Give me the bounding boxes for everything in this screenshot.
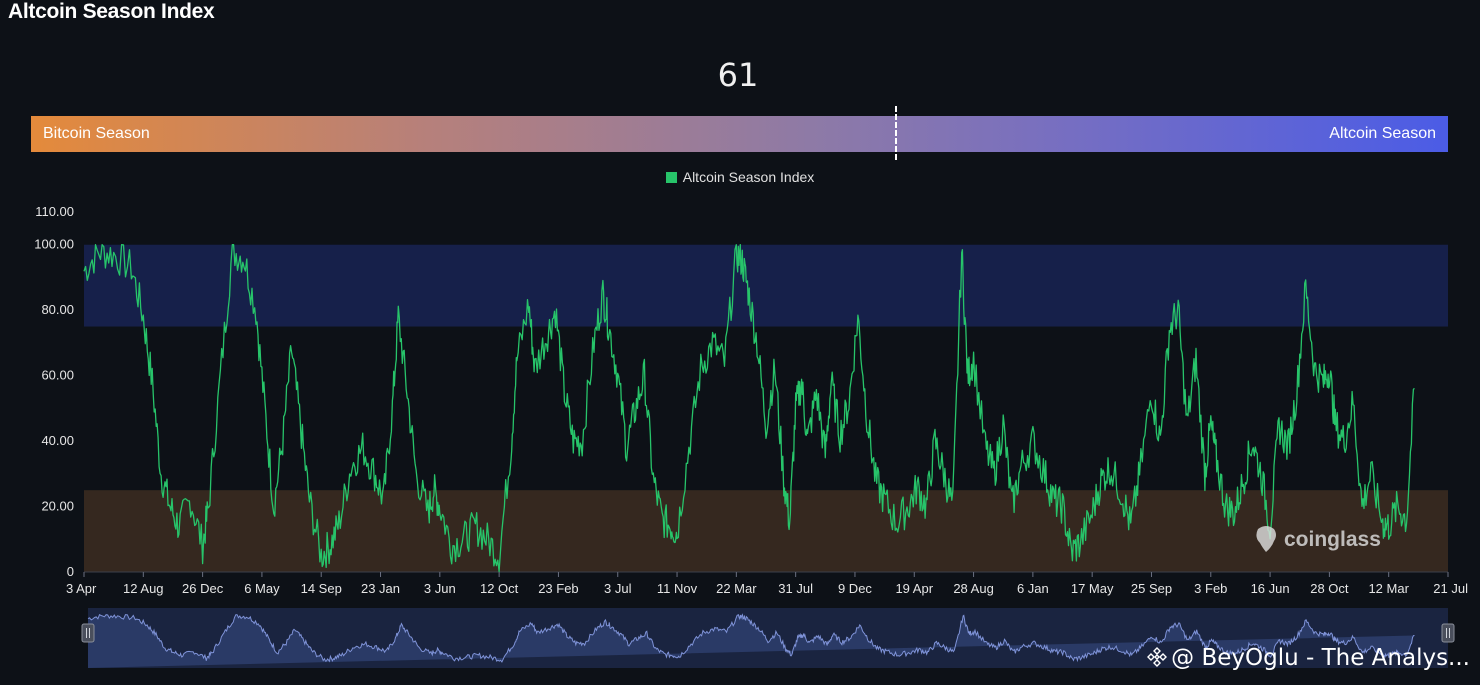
- y-tick-label: 60.00: [41, 368, 74, 383]
- coinglass-logo-icon: [1256, 526, 1276, 552]
- page-title: Altcoin Season Index: [8, 0, 215, 23]
- author-credit: @ BeyOglu - The Analys...: [1147, 645, 1470, 671]
- altcoin-season-label: Altcoin Season: [1329, 125, 1436, 142]
- y-tick-label: 0: [67, 564, 74, 579]
- y-axis: 0 20.00 40.00 60.00 80.00 100.00 110.00: [34, 204, 74, 579]
- x-tick-label: 3 Feb: [1194, 581, 1227, 596]
- x-tick-label: 12 Aug: [123, 581, 164, 596]
- x-tick-label: 3 Jun: [424, 581, 456, 596]
- legend-swatch: [665, 172, 677, 183]
- x-tick-label: 9 Dec: [838, 581, 872, 596]
- x-tick-label: 23 Feb: [538, 581, 578, 596]
- x-tick-label: 28 Oct: [1310, 581, 1349, 596]
- handle-grip: [1441, 623, 1455, 643]
- x-tick-label: 6 May: [244, 581, 280, 596]
- x-tick-label: 12 Oct: [480, 581, 519, 596]
- x-tick-label: 22 Mar: [716, 581, 757, 596]
- legend-label: Altcoin Season Index: [682, 169, 815, 185]
- x-tick-label: 21 Jul: [1433, 581, 1468, 596]
- x-axis: 3 Apr 12 Aug 26 Dec 6 May 14 Sep 23 Jan 3 Jun 1…: [66, 571, 1468, 596]
- navigator-line: [87, 613, 1415, 663]
- x-tick-label: 6 Jan: [1017, 581, 1049, 596]
- x-tick-label: 28 Aug: [953, 581, 994, 596]
- binance-icon: [1147, 645, 1168, 671]
- navigator-left-handle[interactable]: [81, 623, 95, 643]
- x-tick-label: 19 Apr: [895, 581, 933, 596]
- x-tick-label: 3 Jul: [604, 581, 632, 596]
- chart-bands: [84, 244, 1448, 572]
- band-bitcoin-season: [84, 490, 1448, 572]
- series-line-altcoin-season-index: [83, 244, 1415, 573]
- navigator[interactable]: [81, 608, 1455, 668]
- x-tick-label: 16 Jun: [1251, 581, 1290, 596]
- x-tick-label: 31 Jul: [778, 581, 813, 596]
- y-tick-label: 40.00: [41, 433, 74, 448]
- handle-grip: [81, 623, 95, 643]
- navigator-right-handle[interactable]: [1441, 623, 1455, 643]
- x-tick-label: 11 Nov: [657, 581, 698, 596]
- band-altcoin-season: [84, 244, 1448, 327]
- y-tick-label: 110.00: [35, 204, 74, 219]
- x-tick-label: 3 Apr: [66, 581, 97, 596]
- series-group: [83, 244, 1415, 573]
- coinglass-watermark: coinglass: [1254, 525, 1381, 553]
- current-index-value: 61: [717, 56, 759, 94]
- chart-legend[interactable]: Altcoin Season Index: [0, 169, 1480, 185]
- x-tick-label: 23 Jan: [361, 581, 400, 596]
- gauge-marker: [895, 106, 898, 162]
- x-tick-label: 26 Dec: [182, 581, 224, 596]
- x-tick-label: 12 Mar: [1368, 581, 1409, 596]
- bitcoin-season-label: Bitcoin Season: [43, 125, 150, 142]
- y-tick-label: 20.00: [41, 499, 74, 514]
- x-tick-label: 14 Sep: [301, 581, 342, 596]
- navigator-area: [88, 614, 1415, 668]
- x-tick-label: 25 Sep: [1131, 581, 1172, 596]
- y-tick-label: 80.00: [41, 302, 74, 317]
- y-tick-label: 100.00: [34, 237, 74, 252]
- season-gauge: Bitcoin Season Altcoin Season: [31, 106, 1448, 162]
- x-tick-label: 17 May: [1071, 581, 1114, 596]
